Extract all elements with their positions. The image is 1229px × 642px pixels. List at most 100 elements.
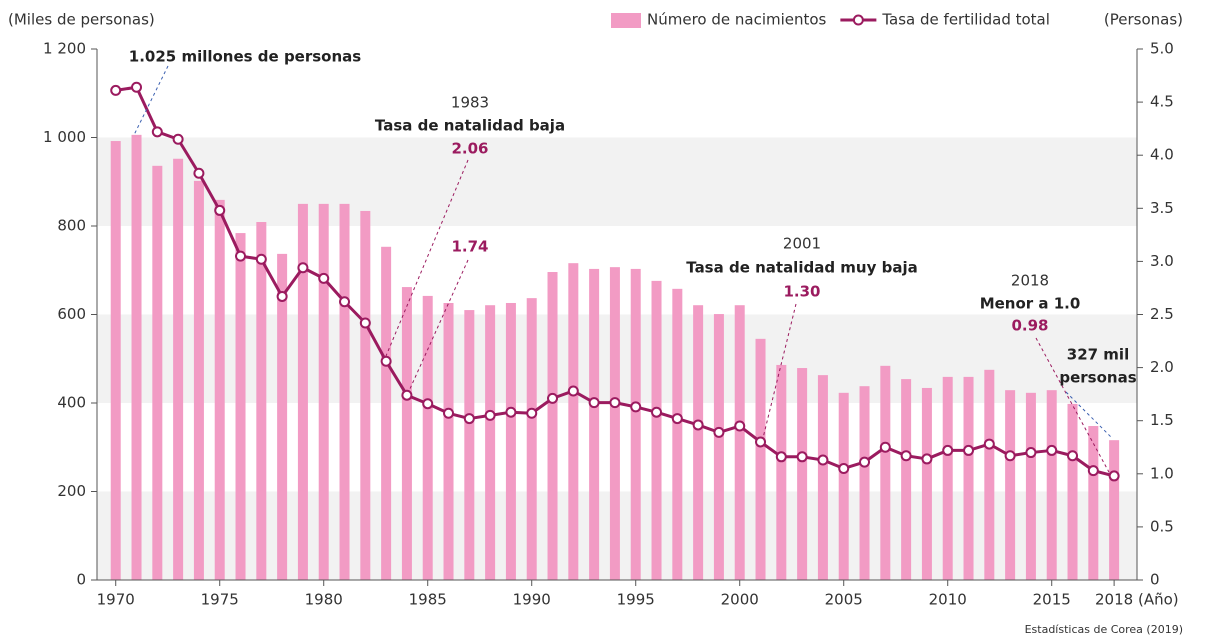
- annotation: 2018: [1011, 272, 1049, 290]
- marker: [1087, 465, 1099, 477]
- bar: [963, 376, 974, 580]
- y2-axis-label: (Personas): [1104, 11, 1183, 29]
- source: Estadísticas de Corea (2019): [1025, 623, 1183, 636]
- marker: [671, 413, 683, 425]
- y-tick-label: 200: [57, 482, 86, 500]
- annotation: 327 mil: [1067, 346, 1129, 364]
- y2-tick-label: 0: [1150, 571, 1160, 589]
- bar: [318, 203, 329, 580]
- legend-swatch: [611, 13, 641, 28]
- bar: [817, 375, 828, 580]
- legend-label: Número de nacimientos: [647, 11, 827, 29]
- bar: [776, 364, 787, 580]
- marker: [484, 409, 496, 421]
- y2-tick-label: 1.0: [1150, 464, 1174, 482]
- marker: [1046, 444, 1058, 456]
- marker: [131, 81, 143, 93]
- x-tick-label: 2010: [929, 591, 967, 609]
- marker: [172, 133, 184, 145]
- marker: [775, 451, 787, 463]
- x-tick-label: 1995: [617, 591, 655, 609]
- bar: [568, 263, 579, 580]
- x-tick-label: 2015: [1033, 591, 1071, 609]
- y2-tick-label: 4.5: [1150, 93, 1174, 111]
- bar: [339, 203, 350, 580]
- annotation: 1.74: [451, 238, 488, 256]
- bar: [838, 392, 849, 580]
- x-tick-label: 1990: [513, 591, 551, 609]
- annotation: 0.98: [1011, 317, 1048, 335]
- bar: [505, 302, 516, 580]
- marker: [921, 453, 933, 465]
- marker: [276, 290, 288, 302]
- marker: [318, 272, 330, 284]
- y2-tick-label: 1.5: [1150, 411, 1174, 429]
- bar: [755, 338, 766, 580]
- marker: [443, 407, 455, 419]
- y2-tick-label: 2.5: [1150, 305, 1174, 323]
- y-tick-label: 0: [76, 571, 86, 589]
- bar: [589, 268, 600, 580]
- marker: [526, 407, 538, 419]
- marker: [422, 398, 434, 410]
- leader: [133, 65, 169, 136]
- bar: [381, 246, 392, 581]
- bar: [797, 368, 808, 580]
- leader: [762, 303, 797, 439]
- marker: [588, 397, 600, 409]
- y-axis-label: (Miles de personas): [8, 11, 155, 29]
- bar: [464, 310, 475, 580]
- bar: [859, 386, 870, 580]
- bar: [485, 305, 496, 580]
- annotation: Tasa de natalidad muy baja: [686, 259, 917, 277]
- marker: [879, 441, 891, 453]
- bar: [110, 141, 121, 581]
- marker: [193, 167, 205, 179]
- marker: [380, 355, 392, 367]
- marker: [110, 84, 122, 96]
- bar: [235, 233, 246, 580]
- bar: [630, 268, 641, 580]
- bar: [1046, 390, 1057, 580]
- x-tick-label: 2018: [1095, 591, 1133, 609]
- bar: [651, 280, 662, 580]
- bar: [1109, 440, 1120, 580]
- leaders: [133, 65, 1113, 475]
- marker: [651, 406, 663, 418]
- y2-tick-label: 0.5: [1150, 517, 1174, 535]
- bar: [443, 302, 454, 580]
- bar: [1025, 392, 1036, 580]
- marker: [963, 444, 975, 456]
- y2-tick-label: 3.5: [1150, 199, 1174, 217]
- marker: [214, 204, 226, 216]
- marker: [838, 462, 850, 474]
- bar: [609, 267, 620, 580]
- annotation: 2001: [783, 235, 821, 253]
- bar: [152, 165, 163, 580]
- annotation: 1.025 millones de personas: [129, 48, 362, 66]
- bar: [547, 272, 558, 580]
- marker: [900, 450, 912, 462]
- annotation: 1983: [451, 94, 489, 112]
- y2-tick-label: 4.0: [1150, 146, 1174, 164]
- marker: [755, 436, 767, 448]
- x-axis-label: (Año): [1138, 591, 1179, 609]
- y-tick-label: 800: [57, 217, 86, 235]
- marker: [859, 456, 871, 468]
- marker: [463, 413, 475, 425]
- bar: [360, 210, 371, 580]
- bar: [713, 314, 724, 580]
- bar: [921, 387, 932, 580]
- marker: [235, 250, 247, 262]
- y2-tick-label: 2.0: [1150, 358, 1174, 376]
- y-tick-label: 1 200: [43, 40, 86, 58]
- x-tick-label: 1980: [305, 591, 343, 609]
- annotation: Menor a 1.0: [980, 295, 1081, 313]
- marker: [151, 126, 163, 138]
- annotation: 2.06: [451, 140, 488, 158]
- bar: [277, 253, 288, 580]
- x-tick-label: 1985: [409, 591, 447, 609]
- y2-tick-label: 5.0: [1150, 40, 1174, 58]
- bar: [693, 305, 704, 580]
- y2-tick-label: 3.0: [1150, 252, 1174, 270]
